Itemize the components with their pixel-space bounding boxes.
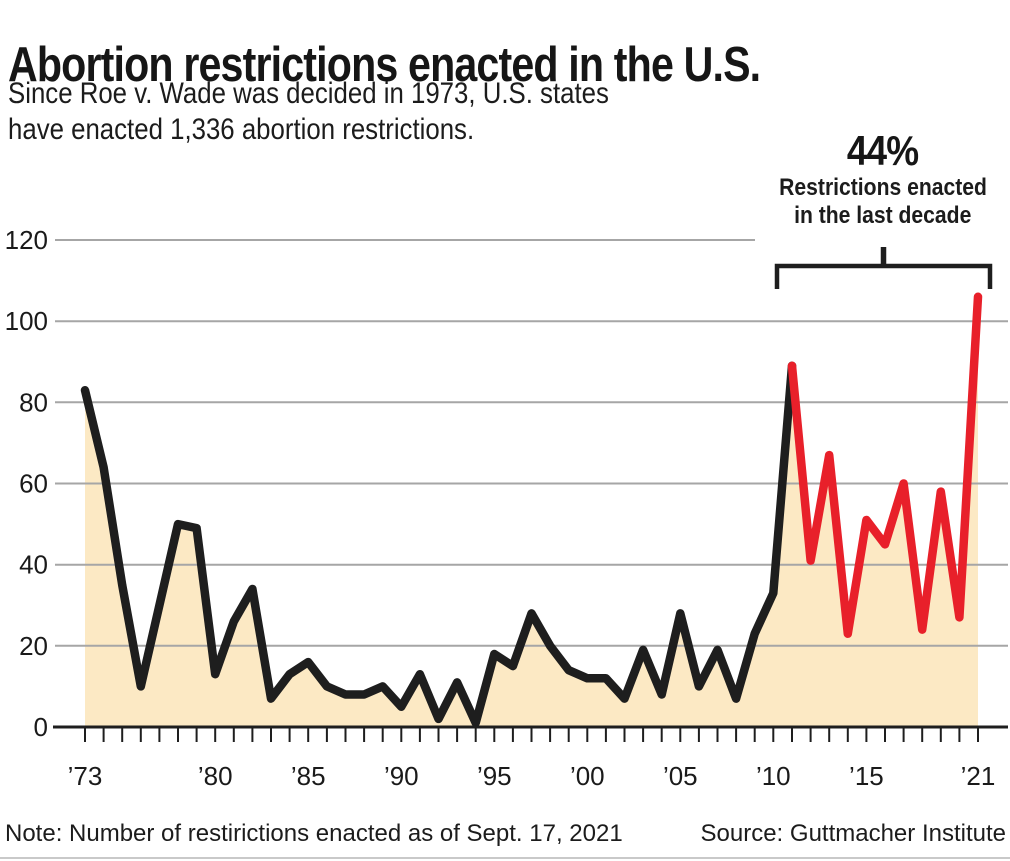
subtitle-line-1: Since Roe v. Wade was decided in 1973, U…	[8, 77, 609, 110]
subtitle-line-2: have enacted 1,336 abortion restrictions…	[8, 113, 475, 146]
x-axis-label-1995: ’95	[477, 761, 512, 791]
y-axis-label-0: 0	[34, 712, 48, 742]
x-axis-label-1973: ’73	[68, 761, 103, 791]
x-axis-label-1990: ’90	[384, 761, 419, 791]
y-axis-label-60: 60	[19, 469, 48, 499]
annotation-label-line-1: Restrictions enacted	[779, 174, 987, 201]
decade-annotation: 44% Restrictions enacted in the last dec…	[756, 128, 1010, 230]
footnote: Note: Number of restirictions enacted as…	[5, 820, 623, 847]
x-axis-label-1980: ’80	[198, 761, 233, 791]
source-credit: Source: Guttmacher Institute	[700, 820, 1006, 847]
x-axis-label-2005: ’05	[663, 761, 698, 791]
annotation-label-line-2: in the last decade	[794, 202, 972, 229]
x-axis-label-2010: ’10	[756, 761, 791, 791]
area-fill	[85, 296, 978, 727]
line-2011-2021	[787, 292, 983, 638]
y-axis-label-100: 100	[5, 306, 48, 336]
x-axis-label-2000: ’00	[570, 761, 605, 791]
annotation-stat: 44%	[847, 127, 919, 174]
x-axis-label-1985: ’85	[291, 761, 326, 791]
y-axis-label-40: 40	[19, 550, 48, 580]
page-title-text: Abortion restrictions enacted in the U.S…	[8, 37, 761, 92]
y-axis-label-20: 20	[19, 631, 48, 661]
decade-bracket	[774, 263, 993, 289]
page-title: Abortion restrictions enacted in the U.S…	[8, 37, 904, 93]
x-axis-label-2015: ’15	[849, 761, 884, 791]
y-axis-label-120: 120	[5, 225, 48, 255]
bottom-divider	[0, 857, 1010, 859]
line-1973-2011	[80, 361, 797, 728]
chart-subtitle: Since Roe v. Wade was decided in 1973, U…	[8, 76, 707, 148]
y-axis-label-80: 80	[19, 387, 48, 417]
x-axis-label-2021: ’21	[961, 761, 996, 791]
